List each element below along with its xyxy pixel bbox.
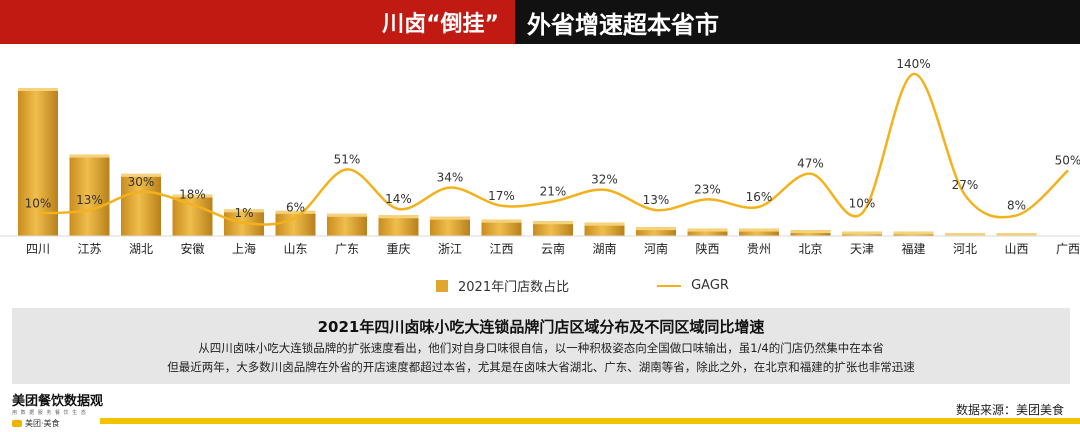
bar-浙江 — [430, 216, 470, 236]
info-title: 2021年四川卤味小吃大连锁品牌门店区域分布及不同区域同比增速 — [317, 318, 765, 336]
gagr-label-安徽: 18% — [179, 188, 206, 202]
tick-label-重庆: 重庆 — [386, 242, 410, 256]
bar-top-广东 — [327, 213, 367, 217]
tick-label-湖北: 湖北 — [129, 241, 153, 256]
title-bar: 川卤“倒挂” 外省增速超本省市 — [0, 0, 1080, 44]
chart-legend: 2021年门店数占比 GAGR — [436, 276, 729, 295]
gagr-label-四川: 10% — [25, 196, 52, 210]
gagr-label-河南: 13% — [643, 193, 670, 207]
bar-湖北 — [121, 173, 161, 236]
bar-top-四川 — [18, 88, 58, 91]
bar-top-江西 — [481, 219, 522, 223]
tick-label-广东: 广东 — [335, 242, 359, 256]
legend-line-swatch — [657, 284, 682, 287]
brand-name: 美团餐饮数据观 — [12, 394, 104, 409]
gagr-label-福建: 140% — [896, 57, 930, 71]
brand-tagline: 用 数 据 服 务 餐 饮 生 态 — [12, 410, 87, 416]
gagr-label-山西: 8% — [1007, 198, 1026, 212]
tick-label-北京: 北京 — [798, 242, 822, 256]
tick-label-江西: 江西 — [489, 242, 513, 256]
bar-重庆 — [378, 215, 419, 236]
bar-top-云南 — [533, 221, 573, 225]
bar-top-河南 — [636, 227, 676, 231]
gagr-label-广东: 51% — [334, 152, 361, 166]
bar-top-安徽 — [172, 194, 213, 198]
tick-label-河北: 河北 — [953, 242, 977, 256]
legend-bar-label: 2021年门店数占比 — [458, 280, 570, 295]
bar-top-浙江 — [430, 216, 470, 220]
bar-top-湖北 — [121, 173, 161, 177]
legend-bar-swatch — [436, 279, 448, 292]
bar-top-陕西 — [687, 228, 728, 232]
bar-陕西 — [687, 228, 728, 236]
bar-top-上海 — [224, 209, 264, 213]
gagr-label-重庆: 14% — [385, 192, 412, 206]
data-source: 数据来源：美团美食 — [955, 403, 1064, 417]
bottom-accent-strip — [100, 418, 1080, 424]
tick-label-湖南: 湖南 — [592, 241, 616, 256]
bar-top-重庆 — [378, 215, 419, 219]
bar-top-湖南 — [584, 222, 625, 226]
info-box: 2021年四川卤味小吃大连锁品牌门店区域分布及不同区域同比增速 从四川卤味小吃大… — [12, 308, 1070, 384]
gagr-label-江西: 17% — [488, 189, 515, 203]
tick-label-浙江: 浙江 — [438, 242, 462, 256]
tick-label-江苏: 江苏 — [77, 242, 101, 256]
page-title-right: 外省增速超本省市 — [515, 0, 1080, 44]
bar-top-山东 — [275, 210, 316, 214]
gagr-line — [37, 72, 1069, 226]
gagr-label-河北: 27% — [952, 178, 979, 192]
bar-top-河北 — [945, 233, 985, 237]
tick-label-四川: 四川 — [26, 242, 50, 256]
tick-label-河南: 河南 — [644, 241, 668, 256]
brand-sub: 美团·美食 — [12, 418, 60, 429]
bar-top-北京 — [790, 230, 831, 234]
info-line-2: 但最近两年，大多数川卤品牌在外省的开店速度都超过本省，尤其是在卤味大省湖北、广东… — [167, 360, 915, 374]
bar-云南 — [533, 221, 573, 236]
gagr-label-山东: 6% — [286, 201, 305, 215]
tick-label-天津: 天津 — [850, 242, 874, 256]
bar-江苏 — [69, 154, 110, 236]
legend-line-label: GAGR — [691, 278, 729, 293]
gagr-label-贵州: 16% — [746, 190, 773, 204]
tick-label-上海: 上海 — [232, 241, 256, 256]
bar-湖南 — [584, 222, 625, 236]
tick-label-福建: 福建 — [901, 241, 925, 256]
bar-top-江苏 — [69, 154, 110, 158]
bar-河南 — [636, 227, 676, 236]
bar-top-山西 — [996, 233, 1037, 237]
tick-label-云南: 云南 — [541, 241, 565, 256]
bar-top-天津 — [842, 231, 882, 235]
tick-label-广西: 广西 — [1056, 242, 1080, 256]
bar-广东 — [327, 213, 367, 236]
brand-block: 美团餐饮数据观 用 数 据 服 务 餐 饮 生 态 美团·美食 — [12, 390, 104, 428]
brand-logo-icon — [12, 420, 22, 427]
gagr-label-江苏: 13% — [76, 193, 103, 207]
bar-line-chart: 10% 13% 30% 18% 1% 6% 51% 14% 34% 17% 21% 32% 13% 23%… — [0, 57, 1080, 256]
bar-top-贵州 — [739, 228, 779, 232]
gagr-label-天津: 10% — [849, 196, 876, 210]
tick-label-安徽: 安徽 — [180, 241, 204, 256]
gagr-label-湖南: 32% — [591, 173, 618, 187]
gagr-label-北京: 47% — [797, 157, 824, 171]
info-line-1: 从四川卤味小吃大连锁品牌的扩张速度看出，他们对自身口味很自信，以一种积极姿态向全… — [198, 341, 884, 355]
bar-贵州 — [739, 228, 779, 236]
gagr-label-广西: 50% — [1055, 153, 1080, 167]
gagr-label-浙江: 34% — [437, 171, 464, 185]
tick-label-山东: 山东 — [283, 242, 307, 256]
gagr-label-上海: 1% — [234, 206, 253, 220]
brand-sub-label: 美团·美食 — [25, 419, 60, 428]
bar-四川 — [18, 88, 58, 236]
bar-江西 — [481, 219, 522, 236]
tick-label-贵州: 贵州 — [747, 242, 771, 256]
gagr-label-湖北: 30% — [128, 175, 155, 189]
bar-top-福建 — [893, 231, 934, 235]
tick-label-陕西: 陕西 — [695, 241, 719, 256]
gagr-label-陕西: 23% — [694, 182, 721, 196]
page-title-left: 川卤“倒挂” — [0, 0, 515, 44]
tick-label-山西: 山西 — [1004, 242, 1028, 256]
gagr-label-云南: 21% — [540, 185, 567, 199]
